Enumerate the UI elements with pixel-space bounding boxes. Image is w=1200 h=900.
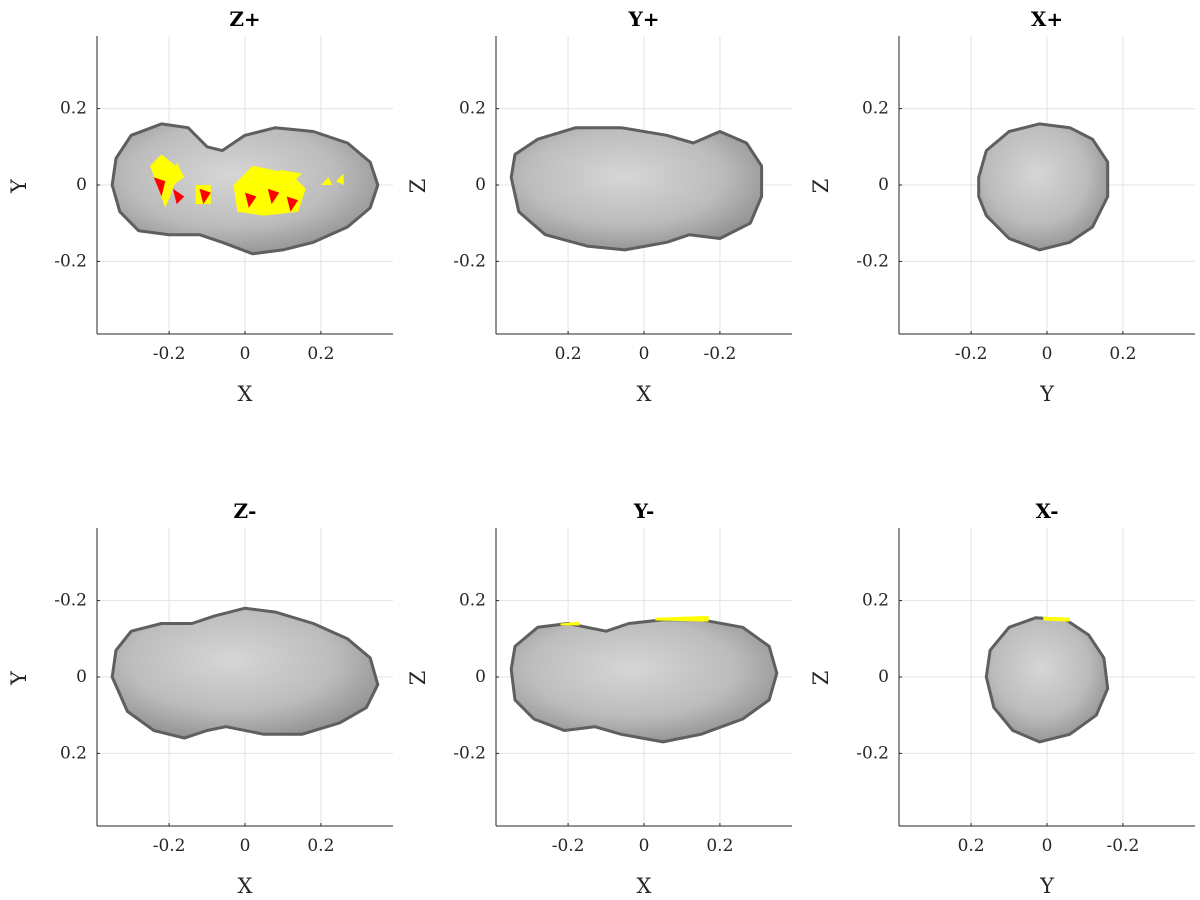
panel-title: Y-: [633, 499, 655, 523]
x-tick-label: -0.2: [1107, 836, 1140, 856]
surface-highlight-yellow: [560, 621, 580, 626]
plot-area: 0.2 0 -0.2 0.2 0 -0.2: [453, 36, 792, 364]
x-axis-label: X: [637, 874, 652, 898]
asteroid-body: [509, 126, 764, 252]
surface-highlight-red: [286, 196, 299, 212]
y-axis-label: Z: [406, 671, 430, 686]
panel-z-minus: Z- X Y -0.2 0 0.2 -0.2 0 0.2: [7, 499, 393, 898]
surface-highlight-yellow: [320, 177, 333, 185]
panel-title: X-: [1035, 499, 1058, 523]
y-axis-label: Y: [7, 178, 31, 194]
panel-x-plus: X+ Y Z -0.2 0 0.2 0.2 0 -0.2: [809, 7, 1195, 406]
x-tick-label: -0.2: [153, 836, 186, 856]
plot-area: -0.2 0 0.2 0.2 0 -0.2: [54, 36, 393, 364]
x-axis-label: X: [637, 382, 652, 406]
y-tick-label: -0.2: [54, 251, 87, 271]
x-tick-label: 0: [639, 344, 650, 364]
y-tick-label: 0.2: [862, 591, 889, 611]
panel-title: Y+: [627, 7, 659, 31]
x-tick-label: 0: [1042, 836, 1053, 856]
x-tick-label: -0.2: [704, 344, 737, 364]
y-tick-label: 0: [76, 175, 87, 195]
x-axis-label: Y: [1039, 382, 1055, 406]
x-tick-label: 0.2: [706, 836, 733, 856]
asteroid-body: [110, 606, 380, 740]
plot-area: 0.2 0 -0.2 0.2 0 -0.2: [856, 528, 1195, 856]
y-tick-label: -0.2: [453, 251, 486, 271]
panel-title: X+: [1031, 7, 1063, 31]
y-axis-label: Z: [809, 179, 833, 194]
surface-highlight-red: [172, 188, 185, 205]
y-tick-label: -0.2: [856, 251, 889, 271]
asteroid-body: [984, 616, 1110, 744]
surface-highlight-yellow: [1043, 616, 1070, 622]
panel-y-minus: Y- X Z -0.2 0 0.2 0.2 0 -0.2: [406, 499, 792, 898]
x-tick-label: -0.2: [153, 344, 186, 364]
x-tick-label: 0: [639, 836, 650, 856]
panel-z-plus: Z+ X Y -0.2 0 0.2 0.2 0 -0.2: [7, 7, 393, 406]
y-tick-label: 0: [475, 667, 486, 687]
y-tick-label: 0.2: [60, 743, 87, 763]
asteroid-body: [977, 122, 1110, 252]
x-axis-label: Y: [1039, 874, 1055, 898]
x-tick-label: 0: [1042, 344, 1053, 364]
surface-highlight-yellow: [172, 162, 185, 185]
panel-title: Z-: [234, 499, 257, 523]
x-tick-label: 0.2: [307, 836, 334, 856]
x-axis-label: X: [238, 382, 253, 406]
y-tick-label: 0: [878, 667, 889, 687]
x-tick-label: 0: [240, 836, 251, 856]
panel-title: Z+: [229, 7, 260, 31]
surface-highlight-red: [199, 188, 211, 205]
x-axis-label: X: [238, 874, 253, 898]
y-tick-label: -0.2: [856, 743, 889, 763]
x-tick-label: 0: [240, 344, 251, 364]
y-tick-label: -0.2: [453, 743, 486, 763]
y-axis-label: Y: [7, 670, 31, 686]
x-tick-label: 0.2: [1109, 344, 1136, 364]
y-tick-label: 0.2: [60, 99, 87, 119]
y-tick-label: 0.2: [459, 99, 486, 119]
panel-x-minus: X- Y Z 0.2 0 -0.2 0.2 0 -0.2: [809, 499, 1195, 898]
x-tick-label: -0.2: [955, 344, 988, 364]
surface-highlight-yellow: [655, 615, 709, 622]
y-axis-label: Z: [406, 179, 430, 194]
y-tick-label: 0: [76, 667, 87, 687]
y-tick-label: 0: [475, 175, 486, 195]
plot-area: -0.2 0 0.2 -0.2 0 0.2: [54, 528, 393, 856]
surface-highlight-red: [267, 188, 280, 205]
surface-highlight-yellow: [336, 173, 344, 185]
asteroid-body: [509, 618, 779, 744]
x-tick-label: -0.2: [552, 836, 585, 856]
y-tick-label: -0.2: [54, 591, 87, 611]
surface-highlight-red: [245, 192, 257, 208]
plot-area: -0.2 0 0.2 0.2 0 -0.2: [856, 36, 1195, 364]
surface-highlight-yellow: [279, 169, 302, 185]
y-tick-label: 0: [878, 175, 889, 195]
x-tick-label: 0.2: [958, 836, 985, 856]
surface-highlight-red: [153, 177, 166, 197]
y-axis-label: Z: [809, 671, 833, 686]
panel-y-plus: Y+ X Z 0.2 0 -0.2 0.2 0 -0.2: [406, 7, 792, 406]
x-tick-label: 0.2: [307, 344, 334, 364]
plot-area: -0.2 0 0.2 0.2 0 -0.2: [453, 528, 792, 856]
y-tick-label: 0.2: [862, 99, 889, 119]
y-tick-label: 0.2: [459, 591, 486, 611]
x-tick-label: 0.2: [555, 344, 582, 364]
surface-highlight-yellow: [150, 154, 181, 208]
